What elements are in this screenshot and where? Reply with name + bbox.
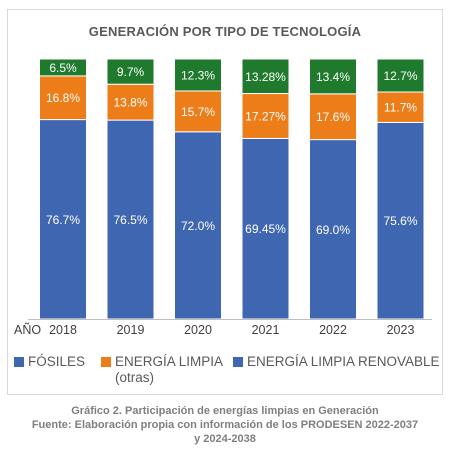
data-label: 15.7% xyxy=(181,105,215,119)
data-label: 11.7% xyxy=(384,101,417,115)
data-label: 16.8% xyxy=(46,91,80,105)
legend-swatch-renewable xyxy=(233,357,243,367)
data-label: 13.8% xyxy=(113,96,147,110)
caption-line-3: y 2024-2038 xyxy=(194,433,256,445)
data-label: 72.0% xyxy=(181,219,215,233)
bar-segment xyxy=(39,75,87,121)
legend-label-fossil: FÓSILES xyxy=(28,354,86,369)
data-label: 69.0% xyxy=(316,223,350,237)
legend-label-clean-line1: ENERGÍA LIMPIA xyxy=(115,354,224,369)
data-label: 13.4% xyxy=(316,70,350,84)
x-tick-label: 2019 xyxy=(117,323,145,337)
data-label: 75.6% xyxy=(383,214,417,228)
bar-segment xyxy=(106,58,155,85)
data-label: 17.27% xyxy=(245,109,286,123)
data-label: 6.5% xyxy=(49,61,77,75)
x-axis-prefix-label: AÑO xyxy=(14,323,41,337)
data-label: 76.7% xyxy=(46,213,80,227)
data-label: 13.28% xyxy=(245,70,286,84)
bar-segment xyxy=(174,58,222,92)
bar-segment xyxy=(241,58,290,95)
legend-swatch-clean xyxy=(101,357,111,367)
caption-line-2: Fuente: Elaboración propia con informaci… xyxy=(31,419,419,431)
legend-label-clean: ENERGÍA LIMPIA (otras) xyxy=(115,354,223,386)
x-tick-label: 2021 xyxy=(252,323,280,337)
bar-segment xyxy=(241,93,290,139)
chart-title: GENERACIÓN POR TIPO DE TECNOLOGÍA xyxy=(88,24,362,39)
bar-segment xyxy=(376,121,425,320)
bar-segment xyxy=(241,137,290,320)
data-label: 9.7% xyxy=(117,65,145,79)
legend-swatch-fossil xyxy=(14,357,24,367)
bar-segment xyxy=(174,131,222,320)
legend-label-clean-line2: (otras) xyxy=(115,370,155,385)
bar-segment xyxy=(376,91,425,123)
bar-segment xyxy=(106,83,155,121)
data-label: 12.7% xyxy=(383,69,417,83)
x-tick-label: 2023 xyxy=(387,323,415,337)
x-tick-label: 2020 xyxy=(184,323,212,337)
data-label: 76.5% xyxy=(113,213,147,227)
data-label: 12.3% xyxy=(181,68,215,82)
bar-segment xyxy=(309,58,357,95)
legend-label-renewable: ENERGÍA LIMPIA RENOVABLE xyxy=(247,354,440,369)
x-tick-label: 2018 xyxy=(49,323,77,337)
bar-segment xyxy=(376,58,425,93)
data-label: 69.45% xyxy=(245,222,286,236)
bar-segment xyxy=(309,139,357,320)
caption-line-1: Gráfico 2. Participación de energías lim… xyxy=(71,405,379,417)
x-tick-label: 2022 xyxy=(319,323,347,337)
data-label: 17.6% xyxy=(316,110,350,124)
bar-segment xyxy=(39,58,87,77)
